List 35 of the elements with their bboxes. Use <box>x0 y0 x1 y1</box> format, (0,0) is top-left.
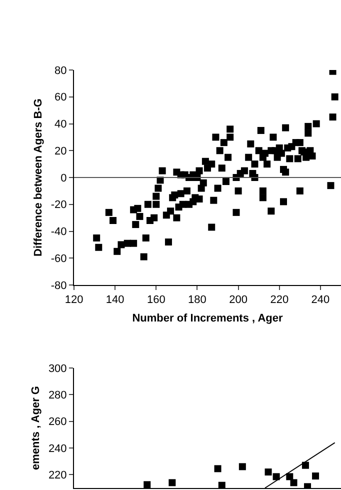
y-tick-label: 300 <box>48 362 67 375</box>
y-tick-label: 40 <box>54 118 67 131</box>
x-tick-label: 220 <box>270 294 289 306</box>
x-tick-label: 180 <box>188 294 206 306</box>
point <box>144 481 151 488</box>
x-tick-label: 140 <box>106 294 124 306</box>
y-axis-title: Difference between Agers B-G <box>32 98 45 256</box>
x-tick-label: 160 <box>146 294 166 306</box>
x-axis-title: Number of Increments , Ager <box>132 312 284 324</box>
point <box>302 462 309 469</box>
point <box>290 479 298 486</box>
point <box>264 468 272 476</box>
x-tick-label: 240 <box>311 294 330 306</box>
point <box>214 465 222 472</box>
y-tick-label: 260 <box>48 416 67 428</box>
y-tick-label: 20 <box>54 145 67 158</box>
point <box>286 473 294 480</box>
y-tick-label: -80 <box>50 280 67 292</box>
y-tick-label: 80 <box>54 64 67 77</box>
point <box>238 463 246 470</box>
y-tick-label: 220 <box>48 470 67 482</box>
y-tick-label: 280 <box>48 390 67 402</box>
x-tick-label: 120 <box>64 294 84 306</box>
x-tick-label: 200 <box>229 294 248 306</box>
point <box>218 482 226 488</box>
point <box>312 472 320 480</box>
y-tick-label: -40 <box>50 226 67 238</box>
point <box>272 473 280 480</box>
y-tick-label: 60 <box>54 92 67 104</box>
y-tick-label: -20 <box>50 199 67 212</box>
y-tick-label: 0 <box>60 172 67 184</box>
y-tick-label: 240 <box>48 442 67 455</box>
y-axis-title: ements , Ager G <box>30 386 42 470</box>
y-tick-label: -60 <box>50 252 67 265</box>
point <box>168 479 176 486</box>
